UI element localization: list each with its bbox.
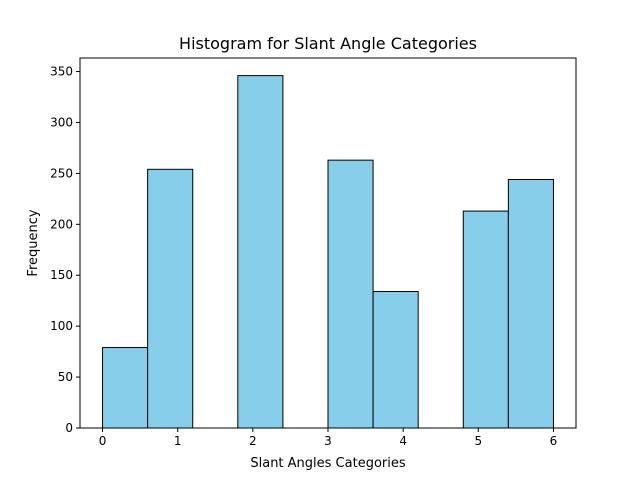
y-tick-label: 50 — [58, 370, 73, 384]
x-tick-label: 3 — [324, 434, 332, 448]
x-axis-ticks: 0 1 2 3 4 5 6 — [99, 428, 558, 448]
x-tick-label: 5 — [474, 434, 482, 448]
y-tick-label: 100 — [50, 319, 73, 333]
histogram-bar — [327, 159, 374, 429]
histogram-bar — [102, 347, 149, 429]
y-tick-label: 300 — [50, 115, 73, 129]
x-axis-label: Slant Angles Categories — [250, 456, 405, 471]
y-tick-label: 250 — [50, 166, 73, 180]
histogram-bar — [147, 168, 194, 429]
bars-group — [102, 75, 554, 429]
y-tick-label: 150 — [50, 268, 73, 282]
x-tick-label: 0 — [99, 434, 107, 448]
y-axis-ticks: 0 50 100 150 200 250 300 350 — [50, 65, 80, 435]
y-tick-label: 0 — [65, 421, 73, 435]
y-tick-label: 200 — [50, 217, 73, 231]
histogram-bar — [372, 291, 419, 429]
x-tick-label: 2 — [249, 434, 257, 448]
y-axis-label: Frequency — [26, 209, 41, 276]
histogram-bar — [237, 75, 284, 429]
y-tick-label: 350 — [50, 65, 73, 79]
histogram-bar — [507, 179, 554, 429]
x-tick-label: 4 — [399, 434, 407, 448]
chart-title: Histogram for Slant Angle Categories — [179, 34, 477, 53]
x-tick-label: 1 — [174, 434, 182, 448]
x-tick-label: 6 — [550, 434, 558, 448]
histogram-bar — [462, 210, 509, 429]
